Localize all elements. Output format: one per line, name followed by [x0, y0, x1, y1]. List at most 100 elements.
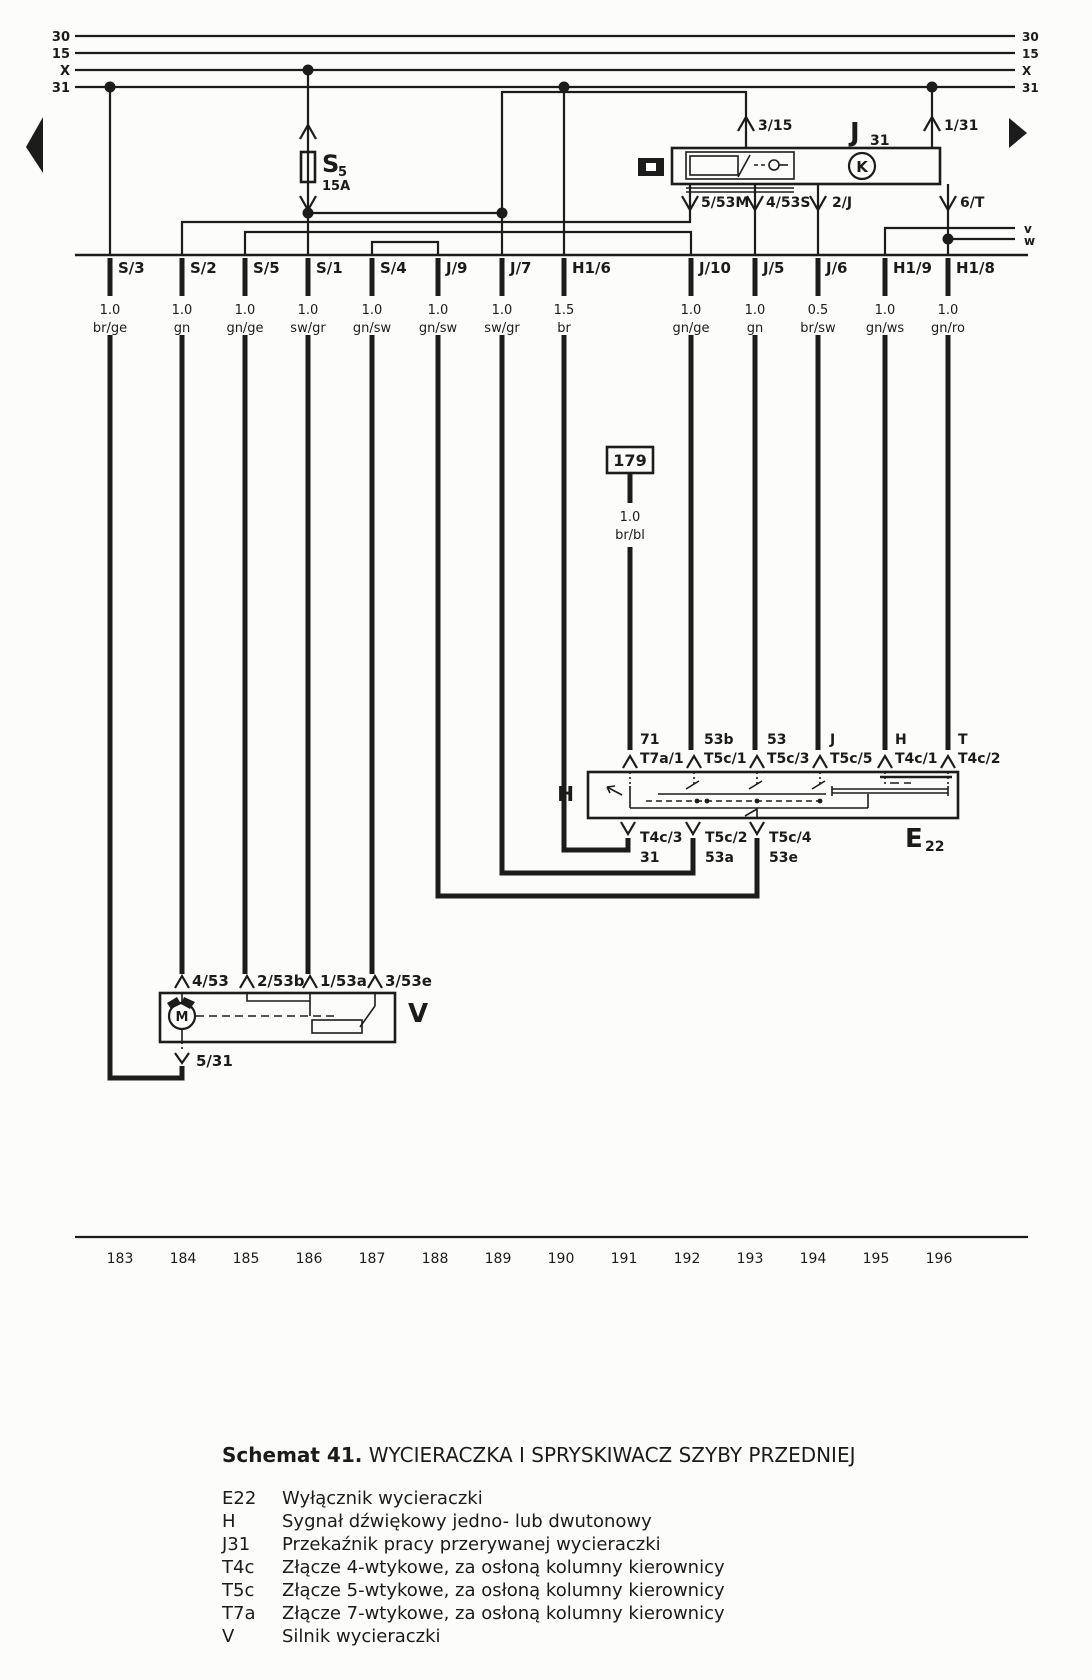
- track-number: 188: [422, 1251, 449, 1267]
- wire-relay-315: [500, 90, 748, 213]
- terminal-id: H1/9: [893, 259, 932, 277]
- terminal-name: J: [829, 732, 835, 748]
- rail-label-31-left: 31: [52, 81, 70, 96]
- relay-contact-arm: [737, 154, 751, 178]
- wire-s4-j9-bridge: [370, 240, 440, 255]
- wire-color: br/bl: [615, 528, 645, 543]
- aux-rail-w-label: w: [1024, 234, 1035, 248]
- wire-gauge: 1.0: [745, 303, 766, 318]
- legend-desc: Silnik wycieraczki: [282, 1626, 441, 1647]
- legend-code: J31: [221, 1534, 250, 1555]
- arrow-up-icon: [299, 122, 317, 140]
- relay-pin-6t: 6/T: [960, 195, 985, 211]
- terminal-pin: T4c/1: [895, 751, 937, 767]
- wire-s5-to-j10: [243, 230, 693, 255]
- wire-rail-v: [883, 226, 1015, 255]
- e22-id: E: [905, 824, 923, 854]
- wire-gauge: 1.0: [428, 303, 449, 318]
- schematic-title-text: WYCIERACZKA I SPRYSKIWACZ SZYBY PRZEDNIE…: [362, 1443, 855, 1467]
- rail-label-x-left: X: [60, 64, 70, 79]
- motor-brush-right: [181, 997, 195, 1009]
- relay-pin-53m: 5/53M: [701, 195, 749, 211]
- wire-gauge: 1.0: [681, 303, 702, 318]
- wire-gauge: 1.5: [554, 303, 575, 318]
- e22-id-sub: 22: [925, 839, 944, 855]
- rail-label-30-right: 30: [1022, 30, 1039, 44]
- wire-gauge: 1.0: [938, 303, 959, 318]
- terminal-label: 3/53e: [385, 972, 432, 990]
- page-next-arrow-icon: [1009, 118, 1027, 148]
- terminal-id: S/1: [316, 259, 343, 277]
- legend-code: T7a: [221, 1603, 255, 1624]
- motor-531-label: 5/31: [196, 1052, 233, 1070]
- connector-179-box: [605, 445, 655, 475]
- wire-gauge: 1.0: [235, 303, 256, 318]
- wire-color: sw/gr: [484, 321, 520, 336]
- motor-brush-lines: [246, 993, 376, 1016]
- junction-dot: [104, 81, 116, 93]
- legend-desc: Złącze 4-wtykowe, za osłoną kolumny kier…: [282, 1557, 725, 1578]
- relay-j31: J 31 K 3/15 1/31 5/53M 4/53S 2/J 6/T: [638, 114, 985, 213]
- wire-color: br/ge: [93, 321, 127, 336]
- terminal-name: 53: [767, 732, 786, 748]
- arrow-down-icon: [681, 195, 699, 213]
- e22-hook: [744, 808, 758, 818]
- terminal-label: 4/53: [192, 972, 229, 990]
- schematic-title-number: Schemat 41.: [222, 1443, 362, 1467]
- relay-pin-2j: 2/J: [832, 195, 852, 211]
- legend-desc: Złącze 5-wtykowe, za osłoną kolumny kier…: [282, 1580, 725, 1601]
- horn-label: H: [557, 782, 574, 806]
- e22-contacts: [685, 780, 826, 790]
- fuse-name-sub: 5: [338, 165, 347, 180]
- arrow-up-icon: [923, 114, 941, 132]
- e22-box: [586, 770, 960, 820]
- junction-dot: [942, 233, 954, 245]
- e22-slider: [831, 786, 949, 796]
- e22-terminal-stubs: [629, 772, 949, 786]
- harness-wires: [107, 335, 951, 1081]
- relay-internals: K: [685, 151, 877, 193]
- aux-rail-v-label: v: [1024, 222, 1032, 236]
- wire-j7-to-t5c2: [499, 335, 696, 876]
- motor-id: V: [408, 999, 428, 1029]
- junction-dot: [926, 81, 938, 93]
- legend-desc: Złącze 7-wtykowe, za osłoną kolumny kier…: [282, 1603, 725, 1624]
- e22-link-dot: [694, 798, 700, 804]
- wire-color: sw/gr: [290, 321, 326, 336]
- terminal-id: J/5: [762, 259, 785, 277]
- terminal-pin: T5c/3: [767, 751, 809, 767]
- terminal-name: T: [958, 732, 968, 748]
- e22-link-dot: [704, 798, 710, 804]
- junction-dots: [104, 64, 954, 245]
- park-switch-arm: [359, 1005, 376, 1028]
- wire-j9-to-t5c4: [435, 335, 760, 899]
- motor-top-terminals: 4/53 2/53b 1/53a 3/53e: [174, 972, 432, 990]
- arrow-down-icon: [746, 195, 764, 213]
- power-rails: 30 15 X 31 30 15 X 31: [52, 30, 1039, 96]
- wire-gauge: 1.0: [100, 303, 121, 318]
- wire-color: gn: [174, 321, 191, 336]
- legend-code: E22: [222, 1488, 256, 1509]
- legend-code: V: [222, 1626, 235, 1647]
- terminal-ticks: [107, 258, 951, 296]
- track-number: 194: [800, 1251, 827, 1267]
- junction-dot: [496, 207, 508, 219]
- terminal-name: 53b: [704, 732, 734, 748]
- terminal-id: S/2: [190, 259, 217, 277]
- junction-dot: [302, 64, 314, 76]
- e22-top-terminals: 71 T7a/1 53b T5c/1 53 T5c/3 J T5c/5 H T4…: [622, 732, 1000, 769]
- track-number: 189: [485, 1251, 512, 1267]
- track-number: 185: [233, 1251, 260, 1267]
- terminal-id: J/7: [509, 259, 532, 277]
- track-number: 183: [107, 1251, 134, 1267]
- track-number: 184: [170, 1251, 197, 1267]
- wire-gauge: 1.0: [620, 510, 641, 525]
- track-number: 187: [359, 1251, 386, 1267]
- panel-wiring: v w: [108, 70, 1035, 255]
- legend-code: H: [222, 1511, 236, 1532]
- relay-base-lines: [686, 187, 794, 193]
- e22-link-dot: [754, 798, 760, 804]
- wire-color: gn/ge: [226, 321, 263, 336]
- fuse-s5: S 5 15A: [299, 122, 350, 213]
- wire-gauge: 1.0: [298, 303, 319, 318]
